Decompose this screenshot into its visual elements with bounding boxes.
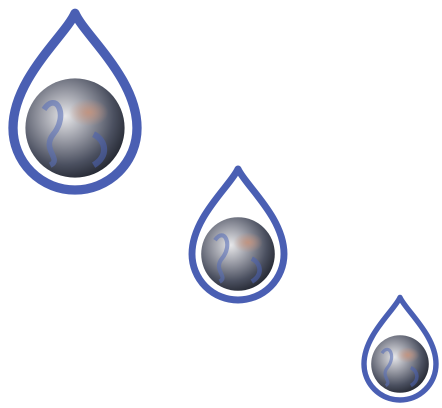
earth-drop [13, 13, 137, 190]
earth-drop [364, 297, 436, 400]
earth-drop [192, 169, 284, 300]
